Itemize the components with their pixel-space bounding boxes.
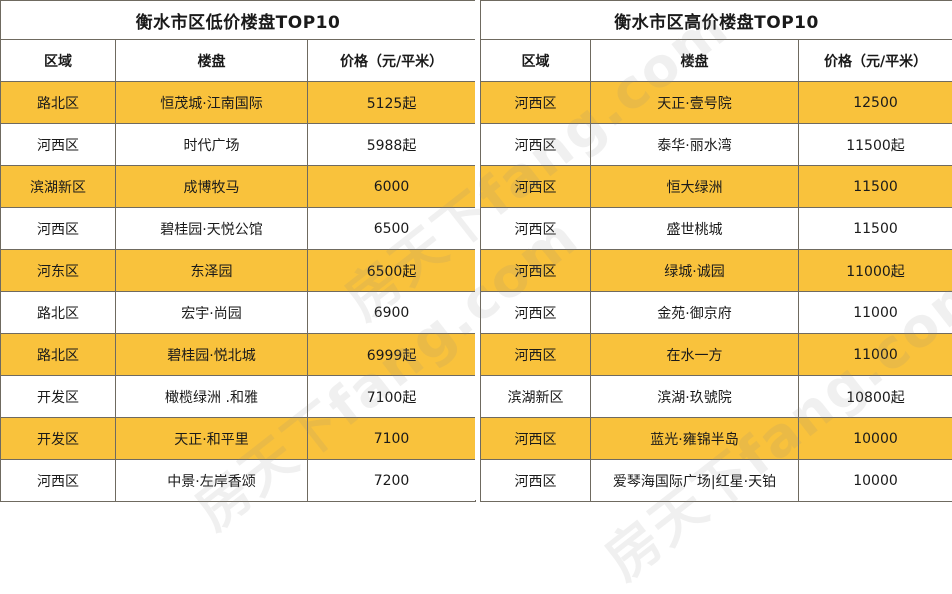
price-cell: 7100: [308, 418, 476, 460]
price-cell: 10000: [799, 460, 952, 502]
low-price-table-title: 衡水市区低价楼盘TOP10: [1, 1, 476, 40]
column-header-price: 价格（元/平米）: [799, 40, 952, 82]
property-cell: 绿城·诚园: [591, 250, 799, 292]
column-header-property: 楼盘: [591, 40, 799, 82]
district-cell: 河西区: [481, 418, 591, 460]
property-cell: 蓝光·雍锦半岛: [591, 418, 799, 460]
price-cell: 10800起: [799, 376, 952, 418]
district-cell: 河西区: [481, 82, 591, 124]
column-header-price: 价格（元/平米）: [308, 40, 476, 82]
price-cell: 11000: [799, 292, 952, 334]
property-cell: 宏宇·尚园: [116, 292, 308, 334]
district-cell: 河西区: [481, 250, 591, 292]
district-cell: 滨湖新区: [1, 166, 116, 208]
column-header-district: 区域: [1, 40, 116, 82]
price-cell: 11000起: [799, 250, 952, 292]
column-header-property: 楼盘: [116, 40, 308, 82]
price-cell: 6999起: [308, 334, 476, 376]
property-cell: 碧桂园·天悦公馆: [116, 208, 308, 250]
low-price-table: 衡水市区低价楼盘TOP10 区域 楼盘 价格（元/平米） 路北区恒茂城·江南国际…: [0, 0, 476, 502]
property-cell: 恒大绿洲: [591, 166, 799, 208]
price-cell: 6900: [308, 292, 476, 334]
property-cell: 爱琴海国际广场|红星·天铂: [591, 460, 799, 502]
property-cell: 在水一方: [591, 334, 799, 376]
district-cell: 河西区: [1, 124, 116, 166]
price-cell: 11500: [799, 166, 952, 208]
property-cell: 天正·壹号院: [591, 82, 799, 124]
property-cell: 盛世桃城: [591, 208, 799, 250]
price-cell: 5988起: [308, 124, 476, 166]
district-cell: 河东区: [1, 250, 116, 292]
price-cell: 5125起: [308, 82, 476, 124]
price-cell: 6500起: [308, 250, 476, 292]
district-cell: 开发区: [1, 418, 116, 460]
property-cell: 碧桂园·悦北城: [116, 334, 308, 376]
district-cell: 河西区: [1, 208, 116, 250]
district-cell: 路北区: [1, 334, 116, 376]
district-cell: 河西区: [481, 166, 591, 208]
column-header-district: 区域: [481, 40, 591, 82]
price-cell: 7200: [308, 460, 476, 502]
property-cell: 泰华·丽水湾: [591, 124, 799, 166]
district-cell: 河西区: [481, 334, 591, 376]
price-cell: 10000: [799, 418, 952, 460]
price-cell: 6000: [308, 166, 476, 208]
district-cell: 河西区: [1, 460, 116, 502]
price-ranking-page: 衡水市区低价楼盘TOP10 区域 楼盘 价格（元/平米） 路北区恒茂城·江南国际…: [0, 0, 952, 500]
district-cell: 河西区: [481, 124, 591, 166]
district-cell: 河西区: [481, 460, 591, 502]
property-cell: 东泽园: [116, 250, 308, 292]
district-cell: 路北区: [1, 82, 116, 124]
price-cell: 11500: [799, 208, 952, 250]
district-cell: 河西区: [481, 292, 591, 334]
property-cell: 天正·和平里: [116, 418, 308, 460]
property-cell: 滨湖·玖號院: [591, 376, 799, 418]
property-cell: 金苑·御京府: [591, 292, 799, 334]
price-cell: 12500: [799, 82, 952, 124]
price-cell: 6500: [308, 208, 476, 250]
property-cell: 恒茂城·江南国际: [116, 82, 308, 124]
price-cell: 11500起: [799, 124, 952, 166]
price-cell: 11000: [799, 334, 952, 376]
district-cell: 滨湖新区: [481, 376, 591, 418]
district-cell: 路北区: [1, 292, 116, 334]
price-cell: 7100起: [308, 376, 476, 418]
property-cell: 成博牧马: [116, 166, 308, 208]
district-cell: 开发区: [1, 376, 116, 418]
property-cell: 中景·左岸香颂: [116, 460, 308, 502]
district-cell: 河西区: [481, 208, 591, 250]
property-cell: 橄榄绿洲 .和雅: [116, 376, 308, 418]
high-price-table-title: 衡水市区高价楼盘TOP10: [481, 1, 952, 40]
property-cell: 时代广场: [116, 124, 308, 166]
